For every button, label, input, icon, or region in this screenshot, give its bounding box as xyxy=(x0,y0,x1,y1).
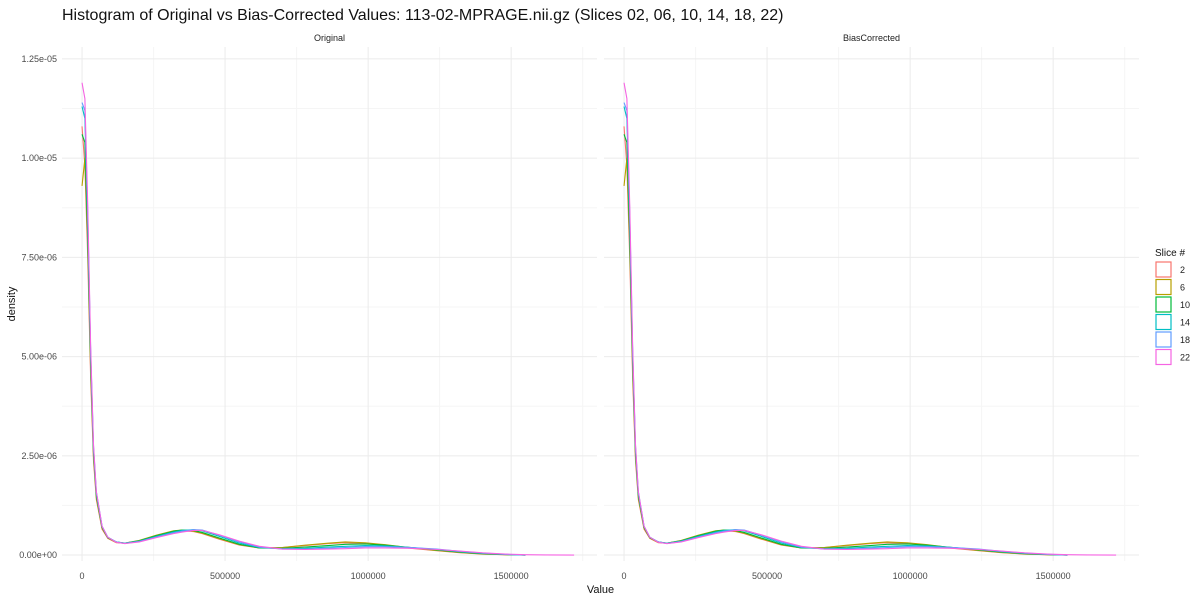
density-line-biascorrected-slice-14 xyxy=(623,106,1068,556)
legend-label-slice-14: 14 xyxy=(1180,318,1190,328)
legend-label-slice-10: 10 xyxy=(1180,300,1190,310)
facet-grid-original xyxy=(62,47,597,561)
x-tick-label-original: 500000 xyxy=(210,571,240,581)
facet-strip-biascorrected: BiasCorrected xyxy=(843,33,900,43)
x-tick-label-biascorrected: 1500000 xyxy=(1036,571,1071,581)
legend-title: Slice # xyxy=(1155,248,1185,259)
facet-grid-biascorrected xyxy=(604,47,1139,561)
y-axis-ticks: 0.00e+00 2.50e-06 5.00e-06 7.50e-06 1.00e-05… xyxy=(19,54,57,560)
x-tick-label-original: 1500000 xyxy=(494,571,529,581)
density-line-biascorrected-slice-22 xyxy=(623,82,1117,556)
x-axis-title: Value xyxy=(587,584,614,596)
y-axis-title: density xyxy=(6,286,18,321)
x-ticks-biascorrected: 0 500000 1000000 1500000 xyxy=(622,571,1071,581)
legend-label-slice-6: 6 xyxy=(1180,283,1185,293)
y-tick-label: 1.00e-05 xyxy=(21,153,57,163)
legend-label-slice-18: 18 xyxy=(1180,335,1190,345)
series-group-biascorrected xyxy=(623,82,1117,556)
density-line-biascorrected-slice-18 xyxy=(623,102,1068,556)
density-line-biascorrected-slice-2 xyxy=(623,126,1068,556)
facet-panel-original: Original 0 500000 1000000 1500000 xyxy=(62,33,597,581)
legend-key-slice-2 xyxy=(1155,261,1172,278)
y-tick-label: 2.50e-06 xyxy=(21,451,57,461)
x-tick-label-original: 0 xyxy=(80,571,85,581)
legend-key-slice-14 xyxy=(1155,313,1172,331)
legend-key-slice-6 xyxy=(1155,278,1172,296)
x-tick-label-original: 1000000 xyxy=(351,571,386,581)
density-line-original-slice-10 xyxy=(81,134,526,556)
facet-panel-biascorrected: BiasCorrected 0 500000 1000000 1500000 xyxy=(604,33,1139,581)
density-line-original-slice-14 xyxy=(81,106,526,556)
x-tick-label-biascorrected: 1000000 xyxy=(893,571,928,581)
legend-key-slice-10 xyxy=(1155,296,1172,313)
y-tick-label: 5.00e-06 xyxy=(21,352,57,362)
legend-key-slice-18 xyxy=(1155,331,1172,348)
y-tick-label: 7.50e-06 xyxy=(21,252,57,262)
density-line-original-slice-2 xyxy=(81,126,526,556)
legend-key-slice-22 xyxy=(1155,348,1172,366)
legend-items: 2 6 10 14 18 22 xyxy=(1155,261,1190,366)
y-tick-label: 0.00e+00 xyxy=(19,550,57,560)
chart-title: Histogram of Original vs Bias-Corrected … xyxy=(62,7,784,24)
facet-strip-original: Original xyxy=(314,33,345,43)
x-tick-label-biascorrected: 0 xyxy=(622,571,627,581)
x-ticks-original: 0 500000 1000000 1500000 xyxy=(80,571,529,581)
density-line-original-slice-18 xyxy=(81,102,526,556)
x-tick-label-biascorrected: 500000 xyxy=(752,571,782,581)
series-group-original xyxy=(81,82,575,556)
y-tick-label: 1.25e-05 xyxy=(21,54,57,64)
density-line-original-slice-22 xyxy=(81,82,575,556)
legend-label-slice-22: 22 xyxy=(1180,353,1190,363)
legend: Slice # 2 6 10 14 18 22 xyxy=(1155,248,1190,366)
legend-label-slice-2: 2 xyxy=(1180,265,1185,275)
density-line-biascorrected-slice-10 xyxy=(623,134,1068,556)
